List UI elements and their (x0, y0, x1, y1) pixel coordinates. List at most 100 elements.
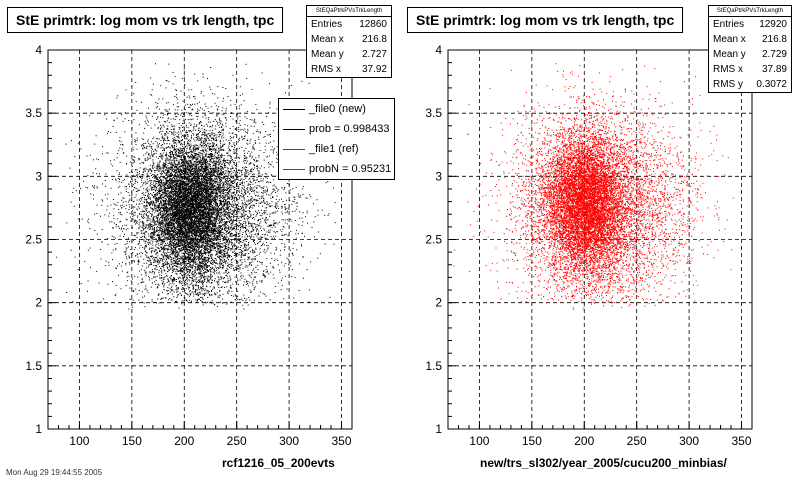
data-point (207, 181, 209, 183)
data-point (202, 282, 204, 284)
data-point (172, 209, 174, 211)
data-point (268, 112, 270, 114)
data-point (128, 200, 130, 202)
data-point (149, 228, 151, 230)
data-point (165, 264, 166, 265)
data-point (206, 226, 208, 228)
data-point (158, 262, 160, 264)
data-point (223, 262, 225, 263)
data-point (256, 199, 258, 201)
data-point (163, 225, 165, 227)
data-point (167, 127, 168, 129)
data-point (141, 222, 143, 224)
data-point (138, 242, 140, 244)
data-point (211, 172, 212, 174)
data-point (182, 243, 184, 245)
data-point (234, 228, 235, 229)
left-plot-pad: 100 150 200 250 300 350 1 1.5 2 2.5 3 3.5 4 StE prim… (7, 5, 395, 470)
data-point (290, 230, 292, 232)
data-point (158, 244, 160, 246)
data-point (171, 162, 173, 164)
data-point (193, 251, 195, 253)
data-point (200, 142, 202, 144)
data-point (230, 177, 232, 179)
data-point (152, 242, 154, 244)
data-point (210, 143, 212, 145)
data-point (203, 172, 205, 174)
data-point (172, 231, 174, 233)
data-point (241, 277, 243, 279)
data-point (254, 142, 256, 144)
data-point (206, 123, 208, 125)
data-point (173, 216, 175, 218)
data-point (290, 265, 292, 267)
data-point (230, 199, 232, 201)
data-point (72, 301, 74, 302)
data-point (182, 168, 184, 170)
data-point (296, 206, 298, 207)
data-point (241, 203, 243, 205)
data-point (181, 192, 183, 194)
data-point (182, 159, 184, 161)
data-point (247, 236, 249, 238)
data-point (193, 144, 195, 146)
data-point (198, 137, 200, 139)
data-point (131, 241, 133, 243)
data-point (257, 170, 259, 172)
data-point (227, 196, 229, 198)
data-point (227, 160, 229, 161)
data-point (115, 178, 117, 180)
data-point (141, 101, 142, 103)
data-point (227, 214, 228, 216)
data-point (158, 199, 160, 201)
data-point (222, 145, 224, 147)
data-point (151, 203, 153, 205)
data-point (157, 233, 159, 235)
data-point (256, 224, 258, 225)
data-point (196, 124, 198, 126)
data-point (186, 278, 188, 280)
data-point (193, 189, 195, 191)
data-point (152, 154, 154, 156)
data-point (154, 271, 155, 273)
data-point (262, 242, 264, 244)
data-point (85, 186, 87, 188)
data-point (177, 202, 178, 204)
data-point (218, 229, 220, 231)
data-point (168, 121, 170, 123)
data-point (204, 246, 205, 248)
data-point (213, 244, 215, 246)
data-point (149, 259, 151, 261)
data-point (224, 228, 226, 230)
data-point (216, 239, 218, 240)
data-point (216, 114, 217, 116)
data-point (167, 169, 169, 171)
data-point (284, 275, 286, 277)
data-point (221, 180, 222, 182)
data-point (110, 163, 112, 165)
data-point (163, 214, 165, 216)
data-point (195, 165, 197, 167)
data-point (194, 292, 196, 294)
data-point (272, 197, 273, 198)
data-point (203, 185, 205, 187)
data-point (215, 156, 217, 158)
data-point (122, 152, 124, 154)
data-point (153, 302, 155, 303)
data-point (202, 287, 204, 289)
data-point (133, 211, 135, 213)
data-point (199, 214, 201, 216)
data-point (213, 260, 215, 262)
data-point (165, 273, 167, 275)
data-point (255, 142, 257, 144)
data-point (263, 124, 265, 125)
data-point (237, 295, 239, 297)
data-point (211, 145, 213, 147)
data-point (169, 201, 171, 203)
data-point (180, 181, 182, 183)
data-point (190, 200, 192, 202)
data-point (146, 219, 148, 221)
data-point (207, 237, 209, 239)
data-point (213, 174, 215, 176)
data-point (248, 216, 250, 218)
